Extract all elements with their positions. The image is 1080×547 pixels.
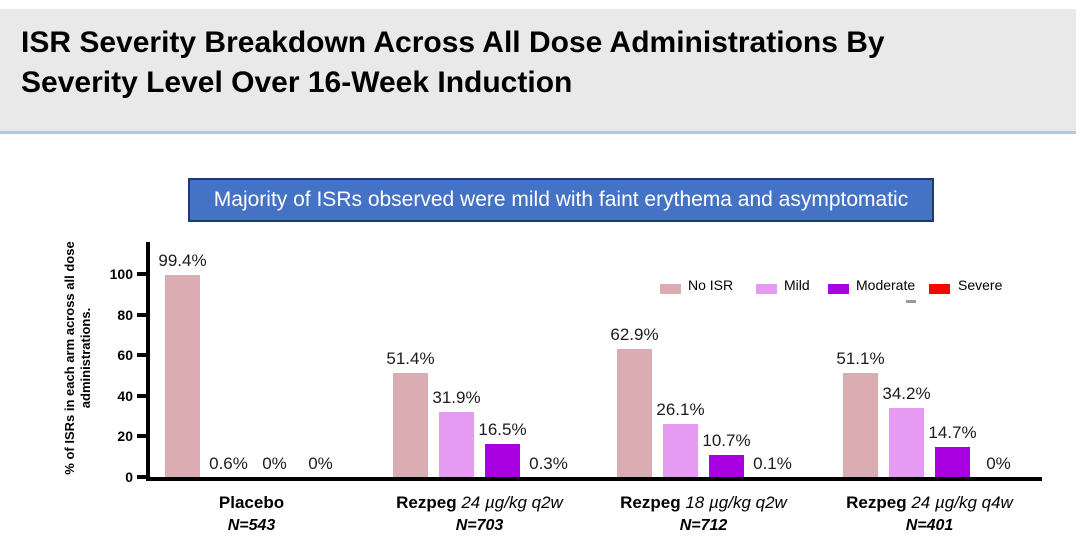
value-label-moderate: 14.7%	[928, 423, 977, 443]
group-n-label: N=543	[227, 517, 276, 534]
key-message-text: Majority of ISRs observed were mild with…	[213, 188, 909, 211]
group-label-dose: 18 µg/kg q2w	[680, 493, 787, 512]
group-label-dose: 24 µg/kg q2w	[456, 493, 563, 512]
value-label-no-isr: 62.9%	[610, 325, 659, 345]
y-tick	[137, 272, 146, 276]
bar-no-isr	[165, 275, 200, 477]
value-label-no-isr: 51.4%	[386, 348, 435, 368]
group-label-main: Rezpeg	[396, 493, 457, 512]
y-tick-label: 40	[117, 387, 133, 404]
value-label-mild: 0.6%	[209, 454, 248, 473]
value-label-mild: 34.2%	[882, 383, 931, 403]
bar-no-isr	[393, 372, 428, 477]
group-label: Rezpeg 24 µg/kg q4w	[800, 493, 1060, 513]
y-tick-label: 60	[117, 347, 133, 364]
group-label-main: Rezpeg	[846, 493, 907, 512]
value-label-no-isr: 51.1%	[836, 349, 885, 369]
value-label-severe: 0%	[986, 454, 1011, 473]
value-label-severe: 0.1%	[753, 454, 792, 473]
y-tick-label: 0	[125, 469, 133, 485]
group-label: Rezpeg 24 µg/kg q2w	[350, 493, 610, 513]
value-label-no-isr: 99.4%	[158, 251, 207, 271]
bar-moderate	[485, 443, 520, 477]
bar-mild	[663, 424, 698, 477]
group-n-label: N=712	[679, 517, 728, 534]
y-tick-label: 20	[117, 428, 133, 445]
legend-label-mild: Mild	[784, 277, 810, 293]
legend-swatch-severe	[929, 284, 950, 294]
y-tick-label: 100	[109, 266, 133, 282]
legend-label-no-isr: No ISR	[688, 277, 734, 293]
group-n-label: N=401	[905, 517, 954, 534]
group-label: Rezpeg 18 µg/kg q2w	[574, 493, 834, 513]
page-title: ISR Severity Breakdown Across All Dose A…	[0, 9, 1076, 103]
legend-label-severe: Severe	[958, 277, 1003, 293]
y-tick-label: 80	[117, 306, 133, 323]
value-label-moderate: 10.7%	[702, 431, 751, 451]
value-label-moderate: 0%	[262, 454, 287, 473]
value-label-moderate: 16.5%	[478, 419, 527, 439]
bar-moderate	[709, 455, 744, 477]
slide-header: ISR Severity Breakdown Across All Dose A…	[0, 9, 1076, 134]
legend-swatch-mild	[756, 284, 777, 294]
value-label-mild: 31.9%	[432, 388, 481, 408]
y-tick	[137, 353, 146, 358]
bar-no-isr	[843, 373, 878, 477]
page-title-line2: Severity Level Over 16-Week Induction	[21, 66, 573, 99]
group-label: Placebo	[122, 493, 382, 513]
page-title-line1: ISR Severity Breakdown Across All Dose A…	[21, 26, 885, 59]
legend-swatch-moderate	[828, 284, 849, 294]
bar-moderate	[935, 447, 970, 477]
x-axis-line	[146, 477, 1042, 481]
legend-swatch-no-isr	[660, 284, 681, 294]
bar-no-isr	[617, 349, 652, 477]
group-label-dose: 24 µg/kg q4w	[906, 493, 1013, 512]
y-tick	[137, 434, 146, 439]
y-axis-line	[146, 242, 150, 481]
key-message-banner: Majority of ISRs observed were mild with…	[188, 178, 934, 222]
value-label-severe: 0%	[308, 454, 333, 473]
value-label-severe: 0.3%	[529, 454, 568, 473]
value-label-mild: 26.1%	[656, 400, 705, 420]
y-tick	[137, 393, 146, 398]
stray-mark	[906, 300, 916, 303]
group-label-main: Rezpeg	[620, 493, 681, 512]
legend-label-moderate: Moderate	[856, 277, 916, 293]
bar-mild	[889, 407, 924, 477]
group-n-label: N=703	[455, 517, 504, 534]
y-tick	[137, 475, 146, 479]
bar-mild	[439, 412, 474, 477]
group-label-main: Placebo	[218, 493, 285, 512]
y-tick	[137, 312, 146, 317]
